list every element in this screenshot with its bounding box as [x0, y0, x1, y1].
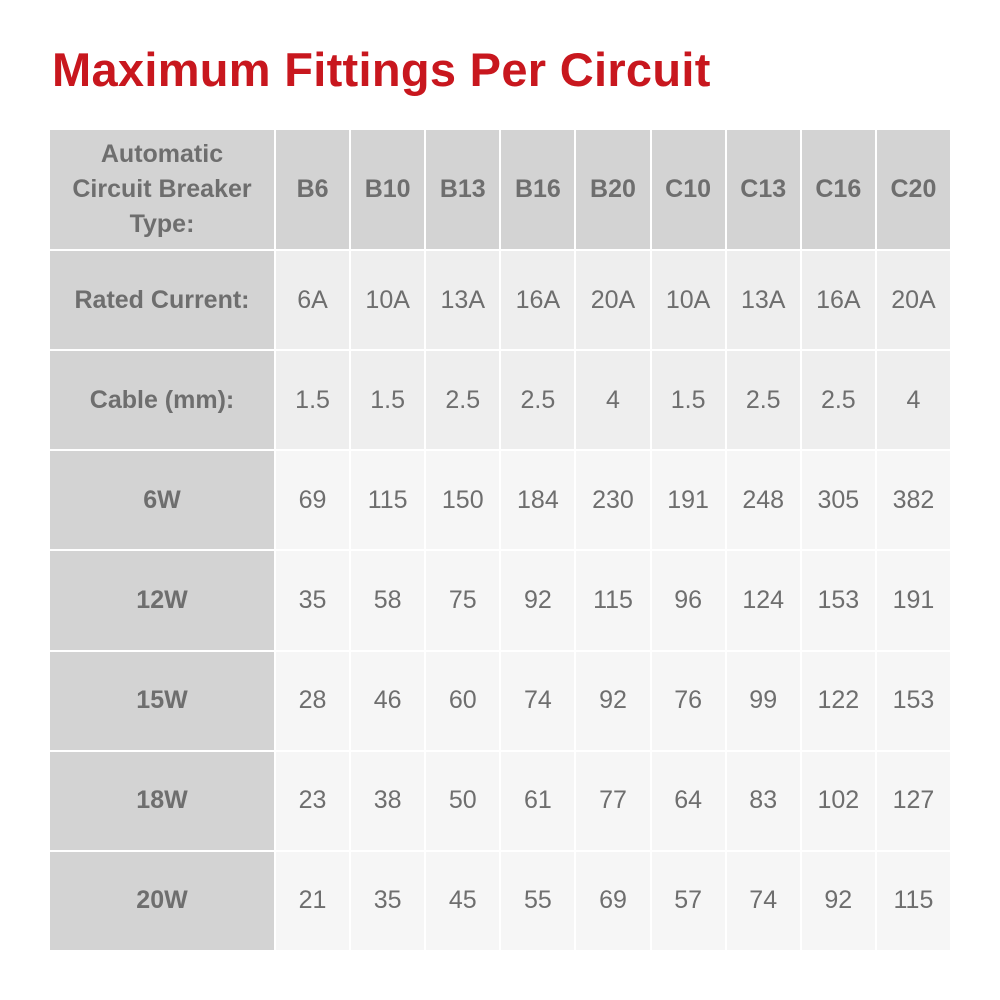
row-label: 12W	[50, 551, 274, 650]
page-title: Maximum Fittings Per Circuit	[52, 43, 711, 96]
table-cell: 96	[651, 551, 725, 650]
table-cell: 35	[351, 851, 425, 950]
table-cell: 60	[426, 651, 500, 750]
table-cell: 57	[651, 851, 725, 950]
table-cell: 115	[576, 551, 650, 650]
table-cell: 58	[351, 551, 425, 650]
table-cell: 83	[726, 751, 800, 850]
table-cell: 16A	[801, 251, 875, 350]
table-cell: 102	[801, 751, 875, 850]
table-cell: 6A	[276, 251, 350, 350]
table-cell: 184	[501, 451, 575, 550]
table-cell: 46	[351, 651, 425, 750]
table-cell: 69	[576, 851, 650, 950]
table-cell: 99	[726, 651, 800, 750]
table-cell: 38	[351, 751, 425, 850]
table-cell: 28	[276, 651, 350, 750]
table-cell: 23	[276, 751, 350, 850]
table-cell: 64	[651, 751, 725, 850]
table-cell: 122	[801, 651, 875, 750]
table-cell: 153	[876, 651, 950, 750]
corner-header: Automatic Circuit Breaker Type:	[50, 130, 274, 249]
fittings-table: Automatic Circuit Breaker Type: B6 B10 B13 B…	[50, 130, 950, 950]
row-label: 20W	[50, 851, 274, 950]
column-header-c13: C13	[726, 130, 800, 249]
table-cell: 92	[501, 551, 575, 650]
column-header-b10: B10	[351, 130, 425, 249]
column-header-b13: B13	[426, 130, 500, 249]
table-cell: 1.5	[651, 351, 725, 450]
table-cell: 61	[501, 751, 575, 850]
table-cell: 75	[426, 551, 500, 650]
column-header-b20: B20	[576, 130, 650, 249]
table-cell: 16A	[501, 251, 575, 350]
table-cell: 191	[651, 451, 725, 550]
table-cell: 150	[426, 451, 500, 550]
row-label: 18W	[50, 751, 274, 850]
table-cell: 191	[876, 551, 950, 650]
column-header-c20: C20	[876, 130, 950, 249]
table-cell: 2.5	[426, 351, 500, 450]
row-label: 6W	[50, 451, 274, 550]
table-cell: 20A	[576, 251, 650, 350]
table-cell: 55	[501, 851, 575, 950]
table-cell: 1.5	[351, 351, 425, 450]
column-header-b16: B16	[501, 130, 575, 249]
table-cell: 115	[876, 851, 950, 950]
row-label: Rated Current:	[50, 251, 274, 350]
table-cell: 74	[726, 851, 800, 950]
table-cell: 92	[576, 651, 650, 750]
table-cell: 10A	[651, 251, 725, 350]
column-header-b6: B6	[276, 130, 350, 249]
table-cell: 4	[876, 351, 950, 450]
table-cell: 230	[576, 451, 650, 550]
table-cell: 382	[876, 451, 950, 550]
table-cell: 74	[501, 651, 575, 750]
table-cell: 69	[276, 451, 350, 550]
table-cell: 2.5	[501, 351, 575, 450]
table-cell: 10A	[351, 251, 425, 350]
column-header-c16: C16	[801, 130, 875, 249]
table-cell: 13A	[426, 251, 500, 350]
table-cell: 153	[801, 551, 875, 650]
row-label: Cable (mm):	[50, 351, 274, 450]
table-cell: 21	[276, 851, 350, 950]
table-cell: 4	[576, 351, 650, 450]
table-cell: 77	[576, 751, 650, 850]
column-header-c10: C10	[651, 130, 725, 249]
table-cell: 76	[651, 651, 725, 750]
table-cell: 127	[876, 751, 950, 850]
table-cell: 13A	[726, 251, 800, 350]
table-cell: 2.5	[801, 351, 875, 450]
table-cell: 1.5	[276, 351, 350, 450]
row-label: 15W	[50, 651, 274, 750]
table-cell: 2.5	[726, 351, 800, 450]
table-cell: 305	[801, 451, 875, 550]
table-cell: 115	[351, 451, 425, 550]
table-cell: 124	[726, 551, 800, 650]
table-cell: 50	[426, 751, 500, 850]
table-cell: 35	[276, 551, 350, 650]
table-cell: 92	[801, 851, 875, 950]
table-cell: 20A	[876, 251, 950, 350]
table-cell: 248	[726, 451, 800, 550]
table-cell: 45	[426, 851, 500, 950]
